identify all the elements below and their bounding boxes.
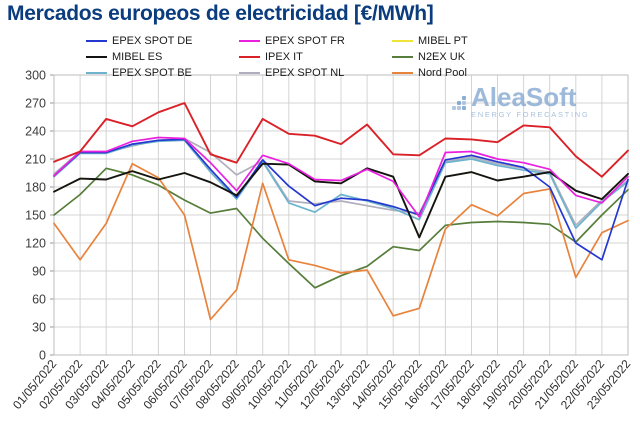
legend-label: Nord Pool bbox=[418, 67, 467, 79]
legend-item-mibel-pt: MIBEL PT bbox=[392, 33, 552, 49]
legend-label: EPEX SPOT DE bbox=[112, 35, 193, 47]
y-tick-label: 30 bbox=[32, 321, 46, 335]
series-line-n2ex-uk bbox=[53, 167, 629, 289]
legend-item-epex-spot-de: EPEX SPOT DE bbox=[86, 33, 239, 49]
legend-column: EPEX SPOT FR IPEX IT EPEX SPOT NL bbox=[239, 33, 392, 81]
series-line-ipex-it bbox=[53, 102, 629, 178]
legend-item-n2ex-uk: N2EX UK bbox=[392, 49, 552, 65]
chart-legend: EPEX SPOT DE MIBEL ES EPEX SPOT BE EPEX SPO… bbox=[86, 33, 552, 81]
legend-item-epex-spot-fr: EPEX SPOT FR bbox=[239, 33, 392, 49]
legend-label: EPEX SPOT FR bbox=[265, 35, 345, 47]
legend-label: N2EX UK bbox=[418, 51, 466, 63]
y-tick-label: 60 bbox=[32, 293, 46, 307]
legend-swatch-mibel-es bbox=[86, 56, 107, 58]
y-tick-label: 120 bbox=[25, 237, 46, 251]
legend-label: IPEX IT bbox=[265, 51, 303, 63]
y-tick-label: 150 bbox=[25, 209, 46, 223]
legend-swatch-mibel-pt bbox=[392, 40, 413, 42]
series-line-epex-spot-fr bbox=[53, 136, 629, 218]
y-tick-label: 90 bbox=[32, 265, 46, 279]
legend-item-epex-spot-nl: EPEX SPOT NL bbox=[239, 65, 392, 81]
series-line-epex-spot-de bbox=[53, 138, 629, 261]
legend-swatch-ipex-it bbox=[239, 56, 260, 58]
legend-swatch-nord-pool bbox=[392, 72, 413, 74]
legend-item-epex-spot-be: EPEX SPOT BE bbox=[86, 65, 239, 81]
legend-swatch-epex-spot-fr bbox=[239, 40, 260, 42]
series-line-mibel-es bbox=[53, 162, 629, 239]
y-tick-label: 270 bbox=[25, 97, 46, 111]
legend-swatch-n2ex-uk bbox=[392, 56, 413, 58]
legend-swatch-epex-spot-de bbox=[86, 40, 107, 42]
legend-item-mibel-es: MIBEL ES bbox=[86, 49, 239, 65]
chart-title: Mercados europeos de electricidad [€/MWh… bbox=[7, 2, 434, 25]
series-line-nord-pool bbox=[53, 162, 629, 321]
legend-label: MIBEL PT bbox=[418, 35, 468, 47]
legend-swatch-epex-spot-be bbox=[86, 72, 107, 74]
y-tick-label: 300 bbox=[25, 69, 46, 83]
series-line-epex-spot-be bbox=[53, 139, 629, 229]
legend-swatch-epex-spot-nl bbox=[239, 72, 260, 74]
legend-label: EPEX SPOT NL bbox=[265, 67, 345, 79]
y-tick-label: 210 bbox=[25, 153, 46, 167]
legend-item-ipex-it: IPEX IT bbox=[239, 49, 392, 65]
legend-column: EPEX SPOT DE MIBEL ES EPEX SPOT BE bbox=[86, 33, 239, 81]
legend-label: MIBEL ES bbox=[112, 51, 163, 63]
legend-label: EPEX SPOT BE bbox=[112, 67, 192, 79]
legend-item-nord-pool: Nord Pool bbox=[392, 65, 552, 81]
y-tick-label: 240 bbox=[25, 125, 46, 139]
legend-column: MIBEL PT N2EX UK Nord Pool bbox=[392, 33, 552, 81]
y-tick-label: 180 bbox=[25, 181, 46, 195]
y-tick-label: 0 bbox=[39, 349, 46, 363]
